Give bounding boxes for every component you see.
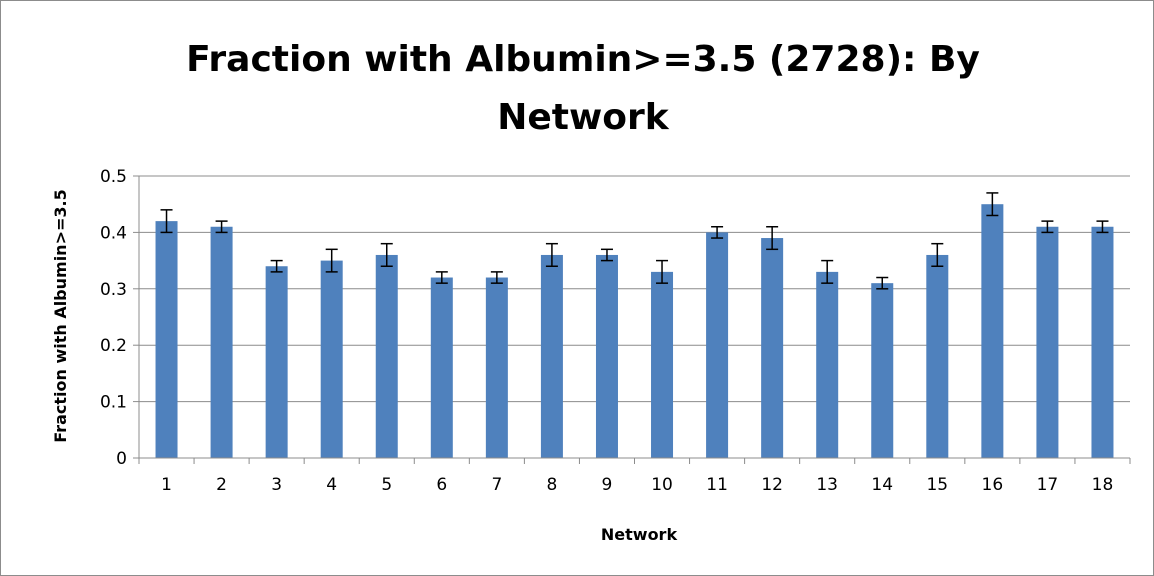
- error-bars: [160, 192, 1109, 290]
- x-tick-label: 13: [816, 475, 838, 495]
- x-tick-label: 3: [271, 475, 282, 495]
- x-tick-label: 16: [982, 475, 1004, 495]
- bar-network-4: [320, 260, 343, 458]
- bar-network-8: [540, 254, 563, 458]
- x-tick-label: 15: [926, 475, 948, 495]
- bars: [155, 204, 1114, 458]
- x-tick-label: 7: [491, 475, 502, 495]
- bar-network-5: [375, 254, 398, 458]
- bar-network-12: [761, 238, 784, 458]
- bar-network-10: [651, 271, 674, 458]
- x-tick-label: 12: [761, 475, 783, 495]
- x-tick-label: 6: [436, 475, 447, 495]
- x-tick-label: 18: [1092, 475, 1114, 495]
- y-tick-label: 0.5: [100, 167, 127, 187]
- bar-network-6: [430, 277, 453, 458]
- bar-network-11: [706, 232, 729, 458]
- x-tick-label: 17: [1037, 475, 1059, 495]
- bar-network-18: [1091, 226, 1114, 458]
- chart-title-line-2: Network: [497, 97, 669, 138]
- bar-network-17: [1036, 226, 1059, 458]
- x-tick-labels: 1 2 3 4 5 6 7 8 9 10 11 12 13 14 15 16 17 18: [161, 475, 1113, 495]
- bar-network-15: [926, 254, 949, 458]
- x-tick-label: 1: [161, 475, 172, 495]
- bar-network-1: [155, 221, 178, 458]
- y-tick-label: 0.2: [100, 336, 127, 356]
- y-tick-label: 0.1: [100, 393, 127, 413]
- bar-network-9: [595, 254, 618, 458]
- y-tick-label: 0.3: [100, 280, 127, 300]
- bar-network-2: [210, 226, 233, 458]
- y-tick-label: 0: [116, 449, 127, 469]
- y-axis-title: Fraction with Albumin>=3.5: [51, 189, 70, 442]
- x-tick-label: 9: [602, 475, 613, 495]
- x-tick-label: 11: [706, 475, 728, 495]
- x-tick-label: 14: [871, 475, 893, 495]
- y-tick-label: 0.4: [100, 223, 127, 243]
- x-axis-title: Network: [601, 525, 678, 544]
- x-tick-label: 8: [547, 475, 558, 495]
- chart-title-line-1: Fraction with Albumin>=3.5 (2728): By: [186, 39, 980, 80]
- axes: [133, 175, 1131, 464]
- y-tick-labels: 0 0.1 0.2 0.3 0.4 0.5: [100, 167, 127, 469]
- x-tick-label: 2: [216, 475, 227, 495]
- bar-network-14: [871, 283, 894, 458]
- bar-network-16: [981, 204, 1004, 458]
- x-tick-label: 4: [326, 475, 337, 495]
- x-tick-label: 5: [381, 475, 392, 495]
- x-tick-label: 10: [651, 475, 673, 495]
- bar-network-7: [485, 277, 508, 458]
- gridlines: [139, 175, 1130, 403]
- bar-network-3: [265, 266, 288, 458]
- bar-network-13: [816, 271, 839, 458]
